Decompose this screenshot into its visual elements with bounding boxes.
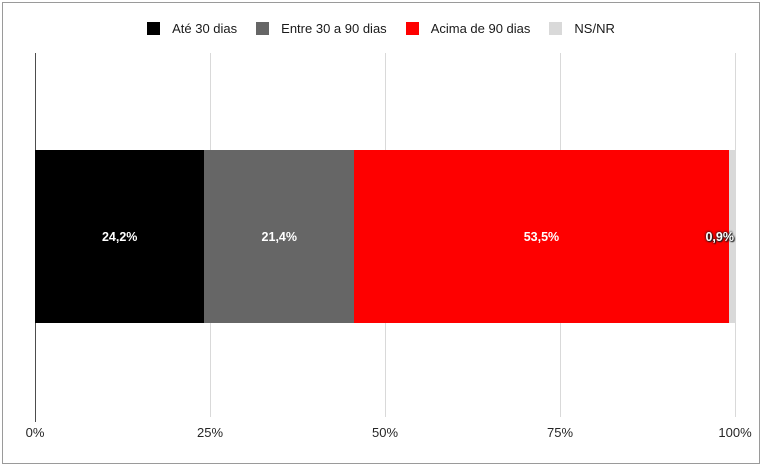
data-label: 24,2% [101, 229, 138, 244]
legend-item-1: Entre 30 a 90 dias [256, 21, 387, 36]
stacked-bar: 24,2% 21,4% 53,5% 0,9% [35, 150, 735, 323]
x-tick-label: 50% [371, 425, 399, 440]
data-label: 53,5% [523, 229, 560, 244]
x-axis: 0% 25% 50% 75% 100% [26, 425, 752, 441]
legend-swatch-icon [549, 22, 563, 35]
legend: Até 30 dias Entre 30 a 90 dias Acima de 90… [2, 21, 760, 36]
legend-label: NS/NR [574, 21, 615, 36]
legend-item-2: Acima de 90 dias [405, 21, 531, 36]
x-tick-label: 25% [196, 425, 224, 440]
x-tick-label: 75% [546, 425, 574, 440]
legend-swatch-icon [405, 22, 419, 35]
x-tick-label: 0% [25, 425, 45, 440]
legend-item-3: NS/NR [549, 21, 615, 36]
legend-label: Até 30 dias [172, 21, 238, 36]
data-label: 21,4% [261, 229, 298, 244]
bar-segment-2: 53,5% [354, 150, 729, 323]
plot-area: 24,2% 21,4% 53,5% 0,9% [35, 53, 736, 422]
gridline [735, 53, 736, 417]
bar-segment-3: 0,9% [705, 150, 735, 323]
bar-segment-1: 21,4% [204, 150, 355, 323]
x-tick-label: 100% [718, 425, 752, 440]
legend-swatch-icon [256, 22, 270, 35]
legend-label: Acima de 90 dias [430, 21, 531, 36]
legend-swatch-icon [147, 22, 161, 35]
legend-item-0: Até 30 dias [147, 21, 237, 36]
bar-segment-0: 24,2% [35, 150, 205, 323]
legend-label: Entre 30 a 90 dias [281, 21, 387, 36]
data-label: 0,9% [705, 229, 734, 244]
